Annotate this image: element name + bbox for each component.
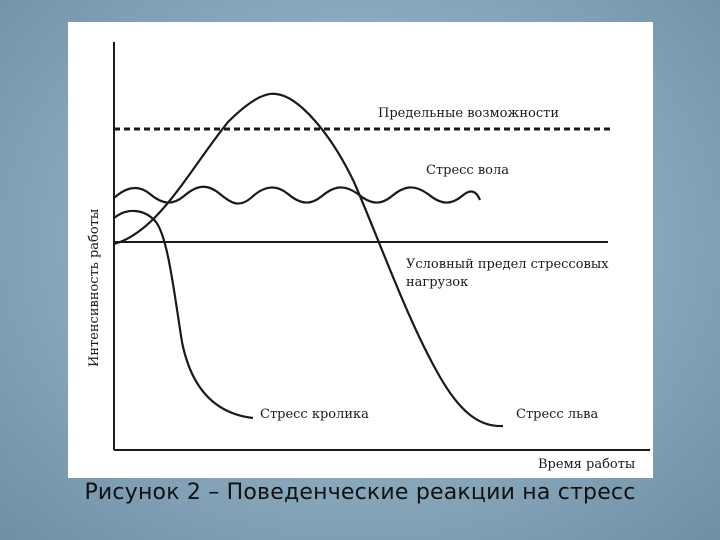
y-axis-label: Интенсивность работы xyxy=(87,209,102,367)
lion-stress-curve xyxy=(113,92,504,428)
x-axis-label: Время работы xyxy=(538,457,635,472)
rabbit-stress-label: Стресс кролика xyxy=(260,407,369,422)
ox-stress-curve xyxy=(113,185,482,205)
limit-capabilities-label: Предельные возможности xyxy=(378,106,559,121)
rabbit-stress-curve xyxy=(113,209,254,420)
ox-stress-label: Стресс вола xyxy=(426,163,509,178)
lion-stress-label: Стресс льва xyxy=(516,407,599,422)
figure-caption: Рисунок 2 – Поведенческие реакции на стр… xyxy=(84,480,636,505)
figure-panel: Предельные возможности Стресс вола Услов… xyxy=(68,22,653,478)
threshold-label-line1: Условный предел стрессовых xyxy=(406,257,609,272)
threshold-label-line2: нагрузок xyxy=(406,275,468,290)
stress-diagram: Предельные возможности Стресс вола Услов… xyxy=(87,42,650,472)
